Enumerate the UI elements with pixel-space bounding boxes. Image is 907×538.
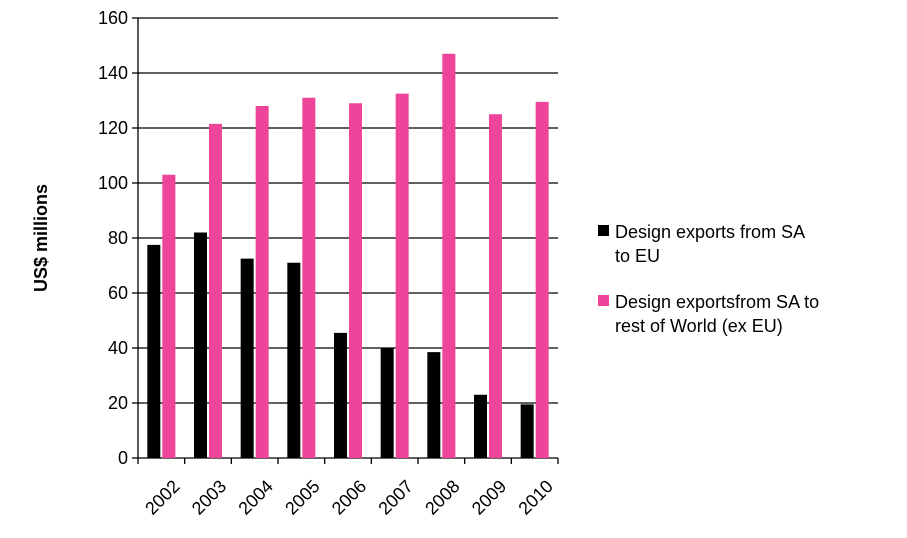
bar-world-2008	[442, 53, 456, 458]
y-axis-title: US$ millions	[31, 184, 51, 292]
bar-eu-2006	[334, 332, 347, 458]
x-tick-label-2003: 2003	[188, 476, 230, 518]
bar-world-2004	[255, 106, 269, 458]
y-tick-label-140: 140	[98, 63, 128, 83]
legend-swatch-eu	[598, 225, 609, 236]
y-tick-label-60: 60	[108, 283, 128, 303]
legend-label-world-line2: rest of World (ex EU)	[615, 316, 783, 336]
bar-world-2007	[395, 93, 409, 458]
legend-item-world: Design exportsfrom SA to rest of World (…	[598, 290, 898, 338]
bar-world-2002	[162, 174, 176, 458]
bar-eu-2005	[287, 262, 301, 458]
bar-eu-2007	[380, 348, 394, 458]
bar-eu-2010	[520, 404, 534, 458]
bar-eu-2004	[240, 258, 254, 458]
x-tick-label-2005: 2005	[281, 476, 323, 518]
y-tick-label-40: 40	[108, 338, 128, 358]
legend-label-world-line1: Design exportsfrom SA to	[615, 292, 820, 312]
y-tick-label-0: 0	[118, 448, 128, 468]
y-tick-label-20: 20	[108, 393, 128, 413]
x-tick-label-2004: 2004	[234, 476, 276, 518]
bar-eu-2003	[194, 232, 207, 458]
legend-label-eu: Design exports from SA to EU	[615, 220, 885, 268]
bar-world-2010	[535, 101, 549, 458]
bar-world-2003	[209, 123, 222, 458]
legend-label-eu-line2: to EU	[615, 246, 661, 266]
x-tick-label-2009: 2009	[468, 476, 510, 518]
y-tick-label-80: 80	[108, 228, 128, 248]
bar-world-2009	[489, 114, 502, 458]
legend-item-eu: Design exports from SA to EU	[598, 220, 898, 268]
y-tick-label-100: 100	[98, 173, 128, 193]
x-tick-label-2006: 2006	[328, 476, 370, 518]
bar-eu-2009	[474, 394, 487, 458]
y-tick-label-120: 120	[98, 118, 128, 138]
x-tick-label-2008: 2008	[421, 476, 463, 518]
x-tick-label-2002: 2002	[141, 476, 183, 518]
y-tick-label-160: 160	[98, 8, 128, 28]
x-tick-label-2010: 2010	[514, 476, 556, 518]
legend-swatch-world	[598, 295, 609, 306]
bar-world-2005	[302, 97, 316, 458]
legend-label-world: Design exportsfrom SA to rest of World (…	[615, 290, 885, 338]
bar-eu-2002	[147, 244, 161, 458]
legend: Design exports from SA to EU Design expo…	[598, 220, 898, 360]
bar-eu-2008	[427, 352, 441, 458]
bar-world-2006	[349, 103, 362, 458]
x-tick-label-2007: 2007	[374, 476, 416, 518]
legend-label-eu-line1: Design exports from SA	[615, 222, 806, 242]
